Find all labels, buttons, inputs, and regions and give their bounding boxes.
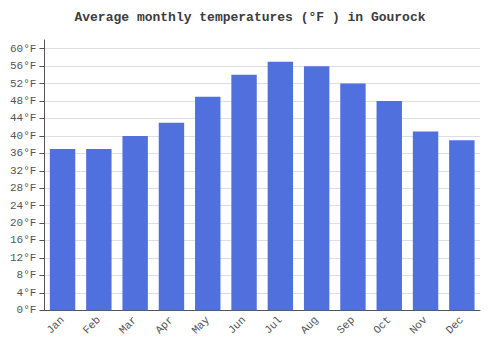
svg-text:36°F: 36°F xyxy=(10,147,36,159)
svg-text:12°F: 12°F xyxy=(10,252,36,264)
svg-text:24°F: 24°F xyxy=(10,200,36,212)
svg-text:May: May xyxy=(190,314,213,337)
svg-text:52°F: 52°F xyxy=(10,78,36,90)
svg-text:32°F: 32°F xyxy=(10,165,36,177)
svg-text:48°F: 48°F xyxy=(10,95,36,107)
svg-text:60°F: 60°F xyxy=(10,43,36,55)
svg-text:Average monthly temperatures (: Average monthly temperatures (°F ) in Go… xyxy=(74,10,425,25)
svg-text:28°F: 28°F xyxy=(10,182,36,194)
svg-text:40°F: 40°F xyxy=(10,130,36,142)
svg-text:0°F: 0°F xyxy=(17,304,37,316)
svg-text:44°F: 44°F xyxy=(10,112,36,124)
svg-text:Mar: Mar xyxy=(117,314,139,336)
svg-text:Sep: Sep xyxy=(335,314,357,336)
svg-text:Apr: Apr xyxy=(153,314,175,336)
svg-text:Jul: Jul xyxy=(262,314,284,336)
svg-text:Jun: Jun xyxy=(226,314,248,336)
svg-text:Feb: Feb xyxy=(81,314,103,336)
svg-text:20°F: 20°F xyxy=(10,217,36,229)
svg-text:4°F: 4°F xyxy=(17,287,37,299)
svg-text:Aug: Aug xyxy=(298,314,320,336)
svg-text:56°F: 56°F xyxy=(10,60,36,72)
svg-text:8°F: 8°F xyxy=(17,269,37,281)
svg-text:Nov: Nov xyxy=(407,314,430,337)
svg-text:Oct: Oct xyxy=(371,314,393,336)
svg-text:Dec: Dec xyxy=(444,314,466,336)
svg-text:16°F: 16°F xyxy=(10,234,36,246)
svg-text:Jan: Jan xyxy=(44,314,66,336)
